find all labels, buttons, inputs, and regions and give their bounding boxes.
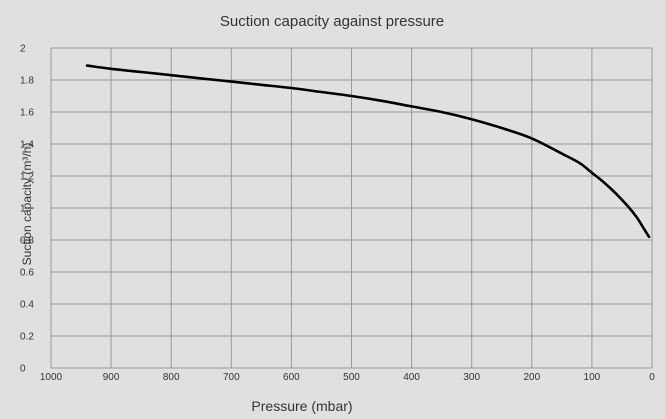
series-line-0 — [85, 64, 651, 239]
y-tick-label: 1.8 — [20, 76, 34, 87]
y-tick-label: 0.4 — [20, 300, 34, 311]
x-tick-label: 600 — [283, 372, 300, 383]
y-tick-labels: 0 0.2 0.4 0.6 0.8 1 1.2 1.4 1.6 1.8 2 — [20, 44, 34, 375]
x-tick-label: 300 — [463, 372, 480, 383]
y-tick-label: 1.4 — [20, 140, 34, 151]
y-tick-label: 1.6 — [20, 108, 34, 119]
y-tick-label: 2 — [20, 44, 26, 55]
y-tick-label: 1.2 — [20, 172, 34, 183]
y-axis-label: Suction capacity (m³/h) — [20, 143, 34, 266]
x-tick-label: 100 — [584, 372, 601, 383]
series-layer — [85, 64, 651, 239]
x-tick-label: 500 — [343, 372, 360, 383]
y-tick-label: 0.6 — [20, 268, 34, 279]
x-axis-label: Pressure (mbar) — [251, 398, 352, 414]
x-tick-label: 1000 — [40, 372, 63, 383]
y-tick-label: 1 — [20, 204, 26, 215]
grid — [50, 47, 653, 369]
y-tick-label: 0 — [20, 364, 26, 375]
x-tick-label: 400 — [403, 372, 420, 383]
x-tick-labels: 1000 900 800 700 600 500 400 300 200 100 0 — [40, 372, 655, 383]
x-tick-label: 700 — [223, 372, 240, 383]
x-tick-label: 200 — [523, 372, 540, 383]
x-tick-label: 900 — [103, 372, 120, 383]
chart-title: Suction capacity against pressure — [220, 13, 444, 30]
y-tick-label: 0.2 — [20, 332, 34, 343]
y-tick-label: 0.8 — [20, 236, 34, 247]
x-tick-label: 800 — [163, 372, 180, 383]
x-tick-label: 0 — [649, 372, 655, 383]
